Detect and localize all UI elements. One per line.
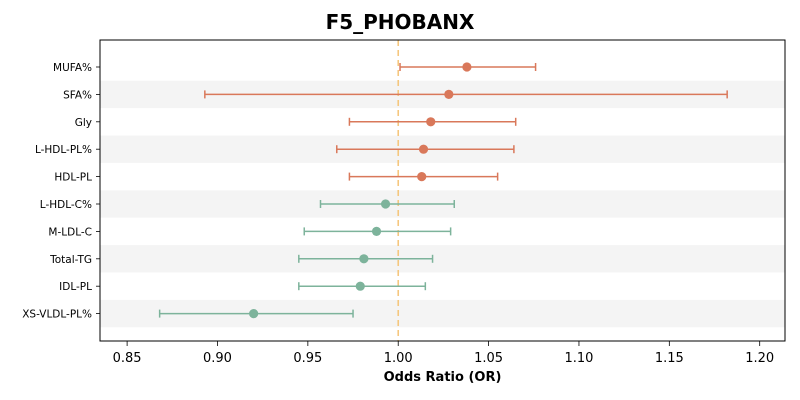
- y-tick-label: Total-TG: [49, 254, 92, 266]
- y-tick-label: L-HDL-PL%: [35, 144, 92, 156]
- y-tick-label: XS-VLDL-PL%: [22, 309, 92, 321]
- y-tick-label: SFA%: [63, 89, 92, 101]
- plot-frame: [99, 39, 786, 342]
- x-tick-label: 1.20: [745, 351, 774, 366]
- x-tick-label: 1.05: [474, 351, 503, 366]
- or-point: [249, 309, 259, 319]
- x-tick-label: 0.85: [113, 351, 142, 366]
- y-tick-label: MUFA%: [53, 62, 92, 74]
- x-axis-label: Odds Ratio (OR): [384, 370, 502, 385]
- y-tick-label: Gly: [75, 117, 92, 129]
- or-point: [444, 89, 454, 99]
- or-point: [426, 117, 436, 127]
- or-point: [359, 254, 369, 264]
- x-tick-label: 1.00: [384, 351, 413, 366]
- y-tick-label: L-HDL-C%: [40, 199, 92, 211]
- or-point: [355, 281, 365, 291]
- row-band: [100, 245, 785, 273]
- y-tick-label: HDL-PL: [54, 172, 92, 184]
- or-point: [417, 172, 427, 182]
- or-point: [418, 144, 429, 154]
- x-tick-label: 1.15: [655, 351, 684, 366]
- y-tick-label: M-LDL-C: [48, 226, 92, 238]
- chart-title: F5_PHOBANX: [325, 10, 475, 34]
- x-tick-label: 0.90: [203, 351, 232, 366]
- x-tick-label: 1.10: [564, 351, 593, 366]
- or-point: [371, 226, 382, 236]
- y-tick-label: IDL-PL: [59, 281, 92, 293]
- or-point: [380, 199, 391, 209]
- x-tick-label: 0.95: [293, 351, 322, 366]
- or-point: [462, 62, 472, 72]
